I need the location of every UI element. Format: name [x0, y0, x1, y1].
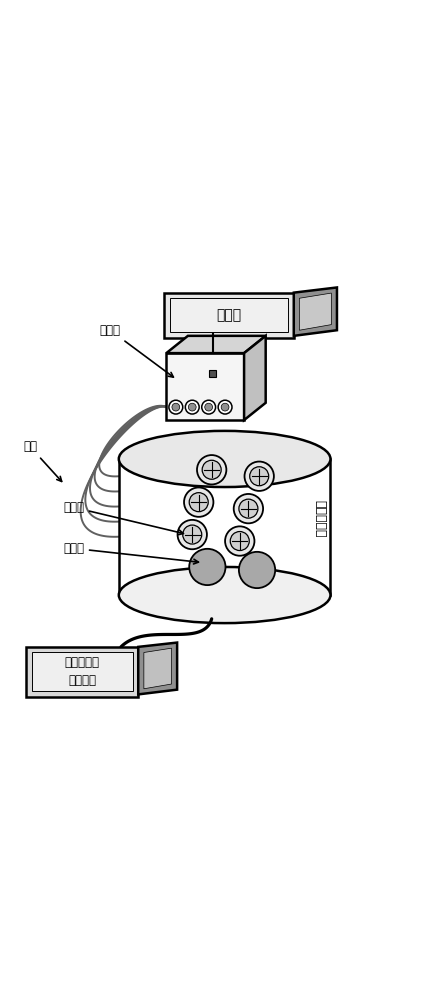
- Text: 光纤: 光纤: [23, 440, 62, 481]
- Circle shape: [202, 460, 221, 479]
- Circle shape: [239, 499, 258, 518]
- Circle shape: [225, 526, 254, 556]
- Ellipse shape: [119, 567, 330, 623]
- Polygon shape: [294, 287, 337, 336]
- Polygon shape: [32, 652, 133, 691]
- Polygon shape: [26, 647, 138, 697]
- Polygon shape: [164, 293, 294, 338]
- Text: 传感器: 传感器: [63, 501, 184, 535]
- Text: 高温老化炉
控制系统: 高温老化炉 控制系统: [64, 656, 100, 687]
- Polygon shape: [299, 293, 331, 330]
- Text: 孔塞头: 孔塞头: [63, 542, 198, 564]
- Circle shape: [189, 549, 226, 585]
- Text: 高温老化炉: 高温老化炉: [313, 500, 326, 537]
- Polygon shape: [166, 353, 244, 420]
- Circle shape: [178, 520, 207, 549]
- Text: 解调仪: 解调仪: [100, 324, 173, 377]
- Polygon shape: [138, 643, 177, 694]
- Bar: [209, 370, 216, 377]
- Circle shape: [230, 532, 249, 551]
- Circle shape: [185, 400, 199, 414]
- Bar: [119, 459, 330, 595]
- Circle shape: [218, 400, 232, 414]
- Circle shape: [234, 494, 263, 523]
- Circle shape: [221, 403, 229, 411]
- Circle shape: [197, 455, 226, 484]
- Circle shape: [183, 525, 202, 544]
- Ellipse shape: [119, 431, 330, 487]
- Text: 工控机: 工控机: [216, 308, 241, 322]
- Polygon shape: [144, 648, 172, 689]
- Circle shape: [250, 467, 269, 486]
- Circle shape: [245, 462, 274, 491]
- Circle shape: [184, 487, 213, 517]
- Circle shape: [189, 493, 208, 512]
- Polygon shape: [166, 336, 266, 353]
- Circle shape: [202, 400, 216, 414]
- Circle shape: [172, 403, 180, 411]
- Circle shape: [205, 403, 213, 411]
- Circle shape: [188, 403, 196, 411]
- Circle shape: [169, 400, 183, 414]
- Polygon shape: [244, 336, 266, 420]
- Circle shape: [239, 552, 275, 588]
- Polygon shape: [170, 298, 288, 332]
